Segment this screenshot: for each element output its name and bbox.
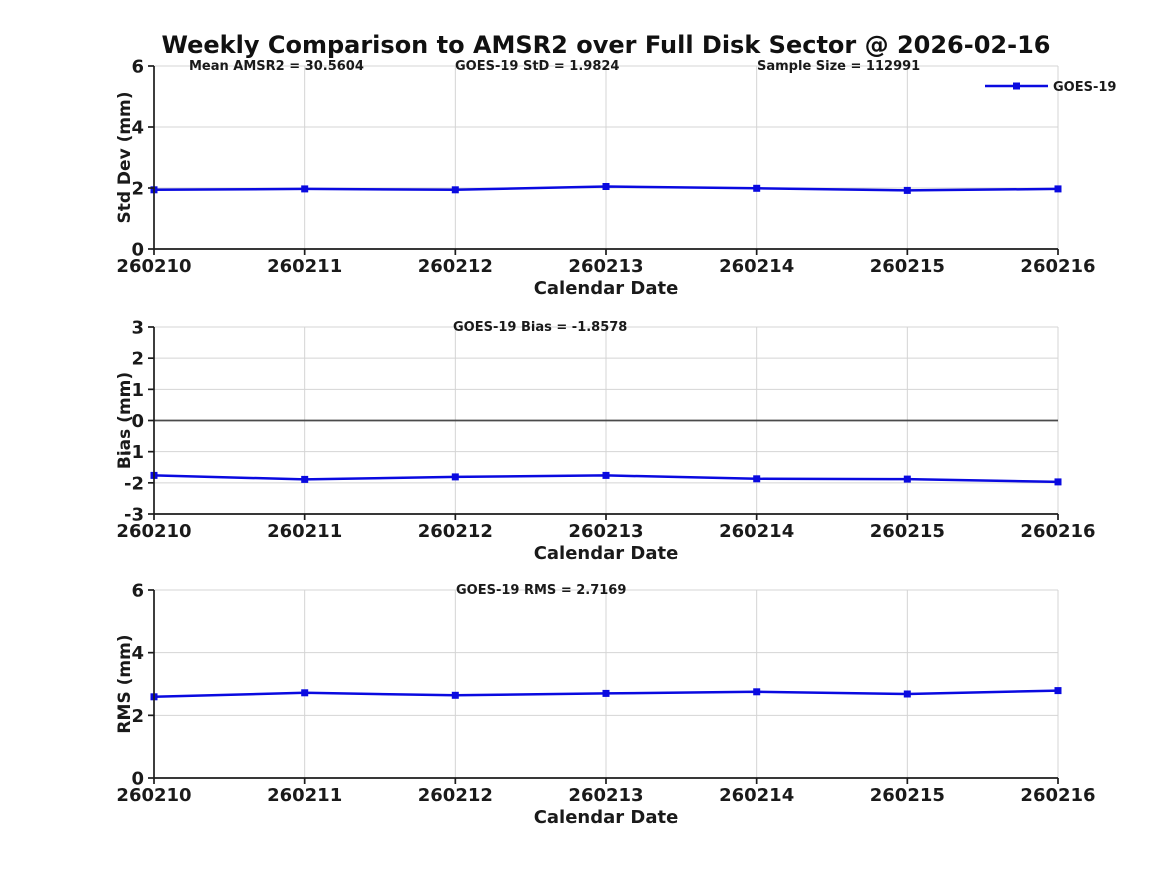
gridlines bbox=[153, 589, 1059, 779]
y-tick-label: 2 bbox=[131, 179, 144, 200]
legend-label: GOES-19 bbox=[1053, 80, 1116, 95]
stat-annotation: GOES-19 Bias = -1.8578 bbox=[453, 320, 627, 335]
y-tick-label: 2 bbox=[131, 349, 144, 370]
x-tick-label: 260211 bbox=[267, 785, 342, 806]
x-axis-label: Calendar Date bbox=[534, 807, 679, 828]
annotations: GOES-19 RMS = 2.7169 bbox=[456, 583, 626, 598]
subplot-stddev: 260210 260211 260212 260213 260214 260215 2602… bbox=[115, 57, 1116, 300]
data-point-marker bbox=[602, 689, 610, 697]
stat-annotation: Sample Size = 112991 bbox=[757, 59, 920, 74]
stat-annotation: GOES-19 StD = 1.9824 bbox=[455, 59, 619, 74]
data-point-marker bbox=[1054, 687, 1062, 695]
y-tick-label: 3 bbox=[131, 318, 144, 339]
y-tick-label: -2 bbox=[124, 473, 144, 494]
x-tick-label: 260211 bbox=[267, 256, 342, 277]
annotations: GOES-19 Bias = -1.8578 bbox=[453, 320, 627, 335]
legend-marker-icon bbox=[1013, 82, 1020, 90]
data-point-marker bbox=[903, 475, 911, 483]
x-axis-label: Calendar Date bbox=[534, 543, 679, 564]
y-tick-label: -3 bbox=[124, 505, 144, 526]
x-tick-label: 260213 bbox=[568, 256, 643, 277]
data-point-marker bbox=[1054, 185, 1062, 193]
x-tick-label: 260216 bbox=[1020, 256, 1095, 277]
data-point-marker bbox=[301, 475, 309, 483]
data-point-marker bbox=[753, 184, 761, 192]
x-tick-label: 260215 bbox=[870, 256, 945, 277]
stat-annotation: Mean AMSR2 = 30.5604 bbox=[189, 59, 364, 74]
x-axis-ticks: 260210 260211 260212 260213 260214 260215 2602… bbox=[116, 778, 1096, 806]
data-point-marker bbox=[301, 185, 309, 193]
data-point-marker bbox=[903, 690, 911, 698]
gridlines bbox=[153, 65, 1059, 250]
y-tick-label: -1 bbox=[124, 442, 144, 463]
y-axis-ticks: 0 2 4 6 bbox=[131, 57, 154, 261]
data-point-marker bbox=[451, 691, 459, 699]
x-axis-ticks: 260210 260211 260212 260213 260214 260215 2602… bbox=[116, 249, 1096, 277]
data-point-marker bbox=[602, 471, 610, 479]
y-tick-label: 0 bbox=[131, 411, 144, 432]
chart-title: Weekly Comparison to AMSR2 over Full Dis… bbox=[161, 31, 1051, 59]
x-tick-label: 260214 bbox=[719, 256, 794, 277]
x-axis-label: Calendar Date bbox=[534, 278, 679, 299]
y-tick-label: 1 bbox=[131, 380, 144, 401]
subplot-rms: 260210 260211 260212 260213 260214 260215 2602… bbox=[115, 581, 1096, 829]
y-tick-label: 4 bbox=[131, 643, 144, 664]
annotations: Mean AMSR2 = 30.5604 GOES-19 StD = 1.9824… bbox=[189, 59, 920, 74]
x-tick-label: 260214 bbox=[719, 521, 794, 542]
x-tick-label: 260215 bbox=[870, 785, 945, 806]
y-tick-label: 2 bbox=[131, 706, 144, 727]
y-axis-label: Bias (mm) bbox=[115, 372, 135, 469]
y-axis-label: RMS (mm) bbox=[115, 634, 135, 733]
data-point-marker bbox=[451, 186, 459, 194]
y-tick-label: 6 bbox=[131, 57, 144, 78]
x-tick-label: 260210 bbox=[116, 521, 191, 542]
x-tick-label: 260210 bbox=[116, 785, 191, 806]
x-tick-label: 260212 bbox=[418, 256, 493, 277]
x-tick-label: 260212 bbox=[418, 521, 493, 542]
x-tick-label: 260212 bbox=[418, 785, 493, 806]
data-point-marker bbox=[753, 688, 761, 696]
y-axis-label: Std Dev (mm) bbox=[115, 91, 135, 223]
x-tick-label: 260213 bbox=[568, 785, 643, 806]
y-tick-label: 0 bbox=[131, 769, 144, 790]
legend: GOES-19 bbox=[985, 80, 1116, 95]
data-point-marker bbox=[1054, 478, 1062, 486]
y-axis-ticks: 3 2 1 0 -1 -2 -3 bbox=[124, 318, 154, 526]
x-tick-label: 260216 bbox=[1020, 521, 1095, 542]
data-point-marker bbox=[753, 475, 761, 483]
y-tick-label: 4 bbox=[131, 118, 144, 139]
x-axis-ticks: 260210 260211 260212 260213 260214 260215 2602… bbox=[116, 514, 1096, 542]
y-tick-label: 0 bbox=[131, 240, 144, 261]
data-point-marker bbox=[903, 186, 911, 194]
x-tick-label: 260213 bbox=[568, 521, 643, 542]
y-axis-ticks: 0 2 4 6 bbox=[131, 581, 154, 790]
x-tick-label: 260211 bbox=[267, 521, 342, 542]
stat-annotation: GOES-19 RMS = 2.7169 bbox=[456, 583, 626, 598]
data-point-marker bbox=[602, 183, 610, 190]
y-tick-label: 6 bbox=[131, 581, 144, 602]
x-tick-label: 260216 bbox=[1020, 785, 1095, 806]
data-point-marker bbox=[301, 689, 309, 697]
x-tick-label: 260214 bbox=[719, 785, 794, 806]
subplot-bias: 260210 260211 260212 260213 260214 260215 2602… bbox=[115, 318, 1096, 565]
data-point-marker bbox=[451, 473, 459, 481]
x-tick-label: 260210 bbox=[116, 256, 191, 277]
x-tick-label: 260215 bbox=[870, 521, 945, 542]
